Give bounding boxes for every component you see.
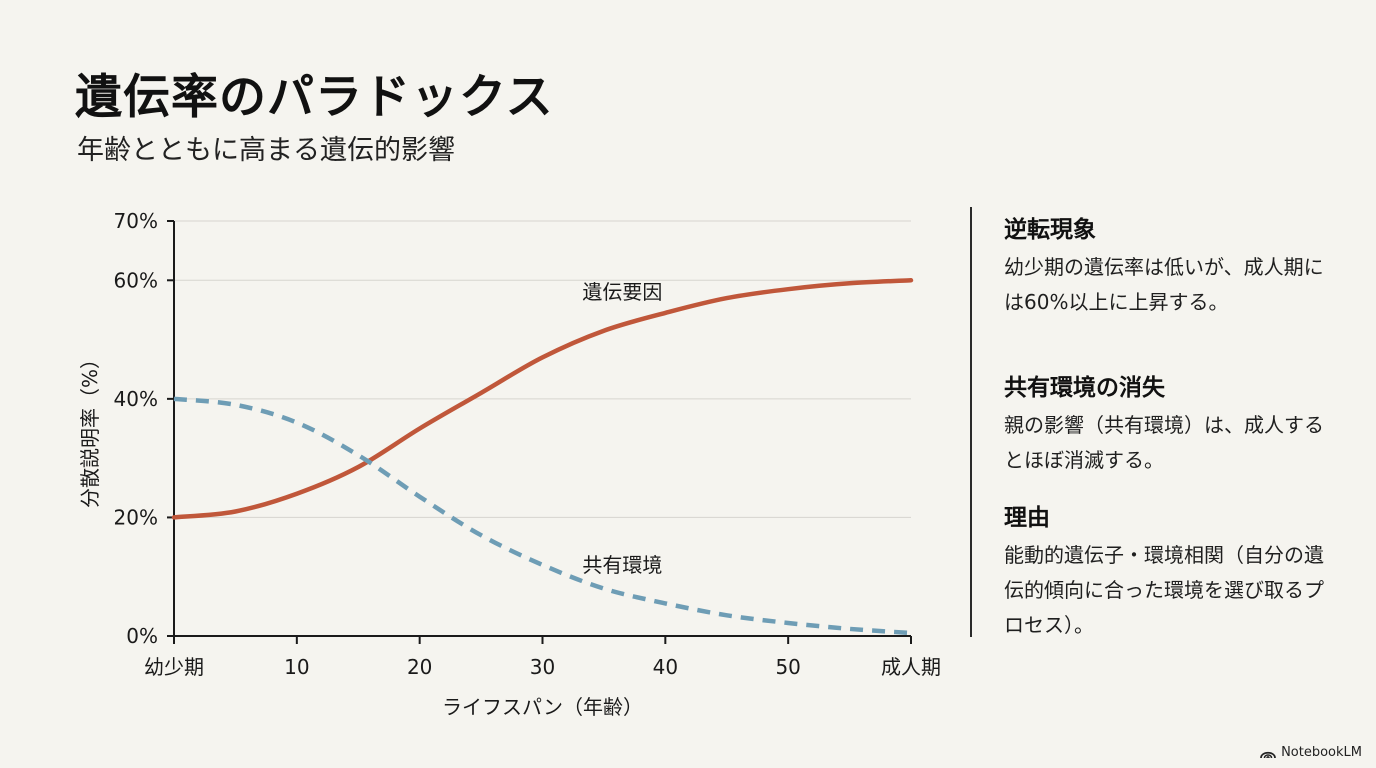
y-tick-label: 0% bbox=[126, 624, 158, 648]
sidebar-divider bbox=[970, 207, 972, 637]
x-tick-label: 40 bbox=[653, 655, 678, 679]
sidebar-heading: 逆転現象 bbox=[1004, 217, 1096, 243]
x-tick-label: 成人期 bbox=[881, 655, 941, 679]
x-tick-label: 50 bbox=[775, 655, 800, 679]
page-title: 遺伝率のパラドックス bbox=[75, 70, 554, 125]
brand-watermark: NotebookLM bbox=[1260, 745, 1362, 760]
sidebar-section-reversal: 逆転現象 幼少期の遺伝率は低いが、成人期には60%以上に上昇する。 bbox=[1004, 210, 1324, 320]
notebooklm-logo-icon bbox=[1260, 751, 1276, 758]
x-tick-label: 10 bbox=[284, 655, 309, 679]
brand-name: NotebookLM bbox=[1281, 745, 1362, 760]
series-label: 共有環境 bbox=[582, 553, 662, 577]
y-tick-label: 20% bbox=[114, 505, 158, 529]
x-tick-label: 20 bbox=[407, 655, 432, 679]
sidebar-heading: 共有環境の消失 bbox=[1004, 375, 1165, 401]
sidebar-text: 親の影響（共有環境）は、成人するとほぼ消滅する。 bbox=[1004, 413, 1324, 472]
page-subtitle: 年齢とともに高まる遺伝的影響 bbox=[77, 135, 455, 166]
y-tick-label: 70% bbox=[114, 209, 158, 233]
y-axis-title: 分散説明率（%） bbox=[78, 349, 102, 508]
series-line-genetic bbox=[171, 278, 914, 520]
y-tick-label: 40% bbox=[114, 387, 158, 411]
series-line-shared-environment bbox=[173, 396, 912, 636]
x-axis-title: ライフスパン（年齢） bbox=[442, 695, 643, 719]
series-label: 遺伝要因 bbox=[582, 280, 662, 304]
sidebar-section-shared-environment: 共有環境の消失 親の影響（共有環境）は、成人するとほぼ消滅する。 bbox=[1004, 368, 1324, 478]
sidebar-text: 能動的遺伝子・環境相関（自分の遺伝的傾向に合った環境を選び取るプロセス）。 bbox=[1004, 543, 1324, 637]
y-tick-label: 60% bbox=[114, 268, 158, 292]
sidebar-section-reason: 理由 能動的遺伝子・環境相関（自分の遺伝的傾向に合った環境を選び取るプロセス）。 bbox=[1004, 498, 1324, 643]
sidebar-heading: 理由 bbox=[1004, 505, 1050, 531]
sidebar-text: 幼少期の遺伝率は低いが、成人期には60%以上に上昇する。 bbox=[1004, 255, 1324, 314]
x-tick-label: 幼少期 bbox=[144, 655, 204, 679]
line-chart: 0% 20% 40% 60% 70% 幼少期 10 20 30 40 50 成人期ライフスパン（年齢）… bbox=[78, 209, 941, 719]
x-tick-label: 30 bbox=[530, 655, 555, 679]
